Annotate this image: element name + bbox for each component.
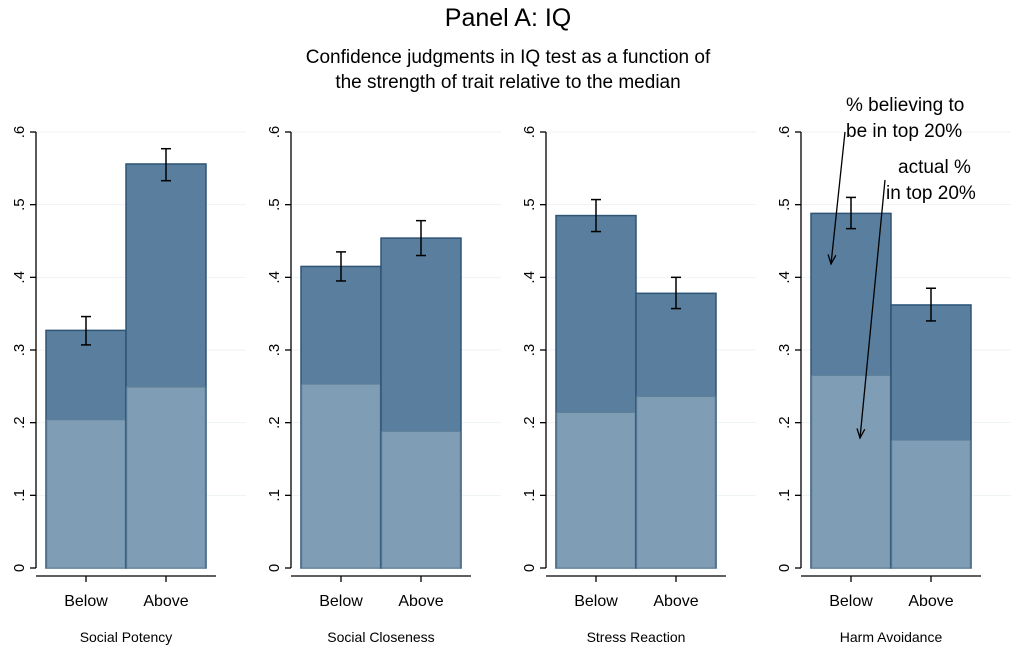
y-tick-label: .2 bbox=[521, 416, 538, 429]
category-label: Below bbox=[829, 593, 873, 610]
y-tick-label: .4 bbox=[776, 271, 793, 284]
y-tick-label: .5 bbox=[521, 198, 538, 211]
bar-actual bbox=[46, 419, 126, 569]
annotation-actual-line-1: actual % bbox=[898, 157, 971, 178]
y-tick-label: .4 bbox=[11, 271, 28, 284]
bar-actual bbox=[556, 411, 636, 569]
bar-actual bbox=[891, 439, 971, 569]
y-tick-label: .3 bbox=[11, 344, 28, 357]
bar-actual bbox=[126, 386, 206, 569]
y-tick-label: .1 bbox=[11, 489, 28, 502]
annotations: % believing to be in top 20% actual % in to… bbox=[827, 95, 976, 440]
panel-label: Harm Avoidance bbox=[840, 629, 943, 645]
bar-actual bbox=[381, 430, 461, 569]
panel-1: Below Above 0 .1 .2 .3 .4 .5 .6 Social Potency bbox=[11, 126, 246, 645]
y-tick-label: .5 bbox=[11, 198, 28, 211]
annotation-arrow-actual bbox=[859, 179, 886, 439]
y-tick-label: .2 bbox=[266, 416, 283, 429]
y-tick-label: .3 bbox=[266, 344, 283, 357]
y-tick-label: .5 bbox=[266, 198, 283, 211]
panel-4: Below Above 0 .1 .2 .3 .4 .5 .6 Harm Avoidance bbox=[776, 126, 1011, 645]
category-label: Above bbox=[653, 593, 698, 610]
category-label: Above bbox=[143, 593, 188, 610]
category-label: Below bbox=[574, 593, 618, 610]
panel-3: Below Above 0 .1 .2 .3 .4 .5 .6 Stress Reaction bbox=[521, 126, 756, 645]
y-tick-label: .6 bbox=[11, 126, 28, 139]
panel-label: Stress Reaction bbox=[587, 629, 686, 645]
annotation-actual-line-2: in top 20% bbox=[886, 183, 976, 204]
y-tick-label: 0 bbox=[521, 564, 538, 572]
bar-actual bbox=[811, 374, 891, 569]
annotation-believing-line-2: be in top 20% bbox=[846, 121, 962, 142]
y-tick-label: 0 bbox=[776, 564, 793, 572]
y-tick-label: 0 bbox=[266, 564, 283, 572]
bar-actual bbox=[636, 396, 716, 569]
annotation-believing-line-1: % believing to bbox=[846, 95, 964, 116]
y-tick-label: .2 bbox=[776, 416, 793, 429]
category-label: Above bbox=[908, 593, 953, 610]
y-tick-label: .4 bbox=[521, 271, 538, 284]
annotation-arrow-believing bbox=[830, 131, 846, 265]
y-tick-label: .3 bbox=[521, 344, 538, 357]
y-tick-label: .6 bbox=[266, 126, 283, 139]
panel-2: Below Above 0 .1 .2 .3 .4 .5 .6 Social Closeness bbox=[266, 126, 501, 645]
category-label: Below bbox=[319, 593, 363, 610]
panel-label: Social Potency bbox=[80, 629, 173, 645]
y-tick-label: .6 bbox=[776, 126, 793, 139]
y-tick-label: .3 bbox=[776, 344, 793, 357]
y-tick-label: .2 bbox=[11, 416, 28, 429]
annotation-arrow-believing-head bbox=[827, 254, 837, 266]
y-tick-label: 0 bbox=[11, 564, 28, 572]
bar-actual bbox=[301, 383, 381, 569]
chart-subtitle-line-1: Confidence judgments in IQ test as a fun… bbox=[306, 47, 711, 68]
y-tick-label: .5 bbox=[776, 198, 793, 211]
y-tick-label: .1 bbox=[521, 489, 538, 502]
annotation-arrow-actual-head bbox=[856, 428, 866, 440]
y-tick-label: .1 bbox=[266, 489, 283, 502]
y-tick-label: .4 bbox=[266, 271, 283, 284]
chart-subtitle-line-2: the strength of trait relative to the me… bbox=[335, 72, 680, 93]
y-tick-label: .6 bbox=[521, 126, 538, 139]
panel-label: Social Closeness bbox=[327, 629, 434, 645]
chart-title: Panel A: IQ bbox=[445, 4, 571, 32]
y-tick-label: .1 bbox=[776, 489, 793, 502]
category-label: Above bbox=[398, 593, 443, 610]
category-label: Below bbox=[64, 593, 108, 610]
